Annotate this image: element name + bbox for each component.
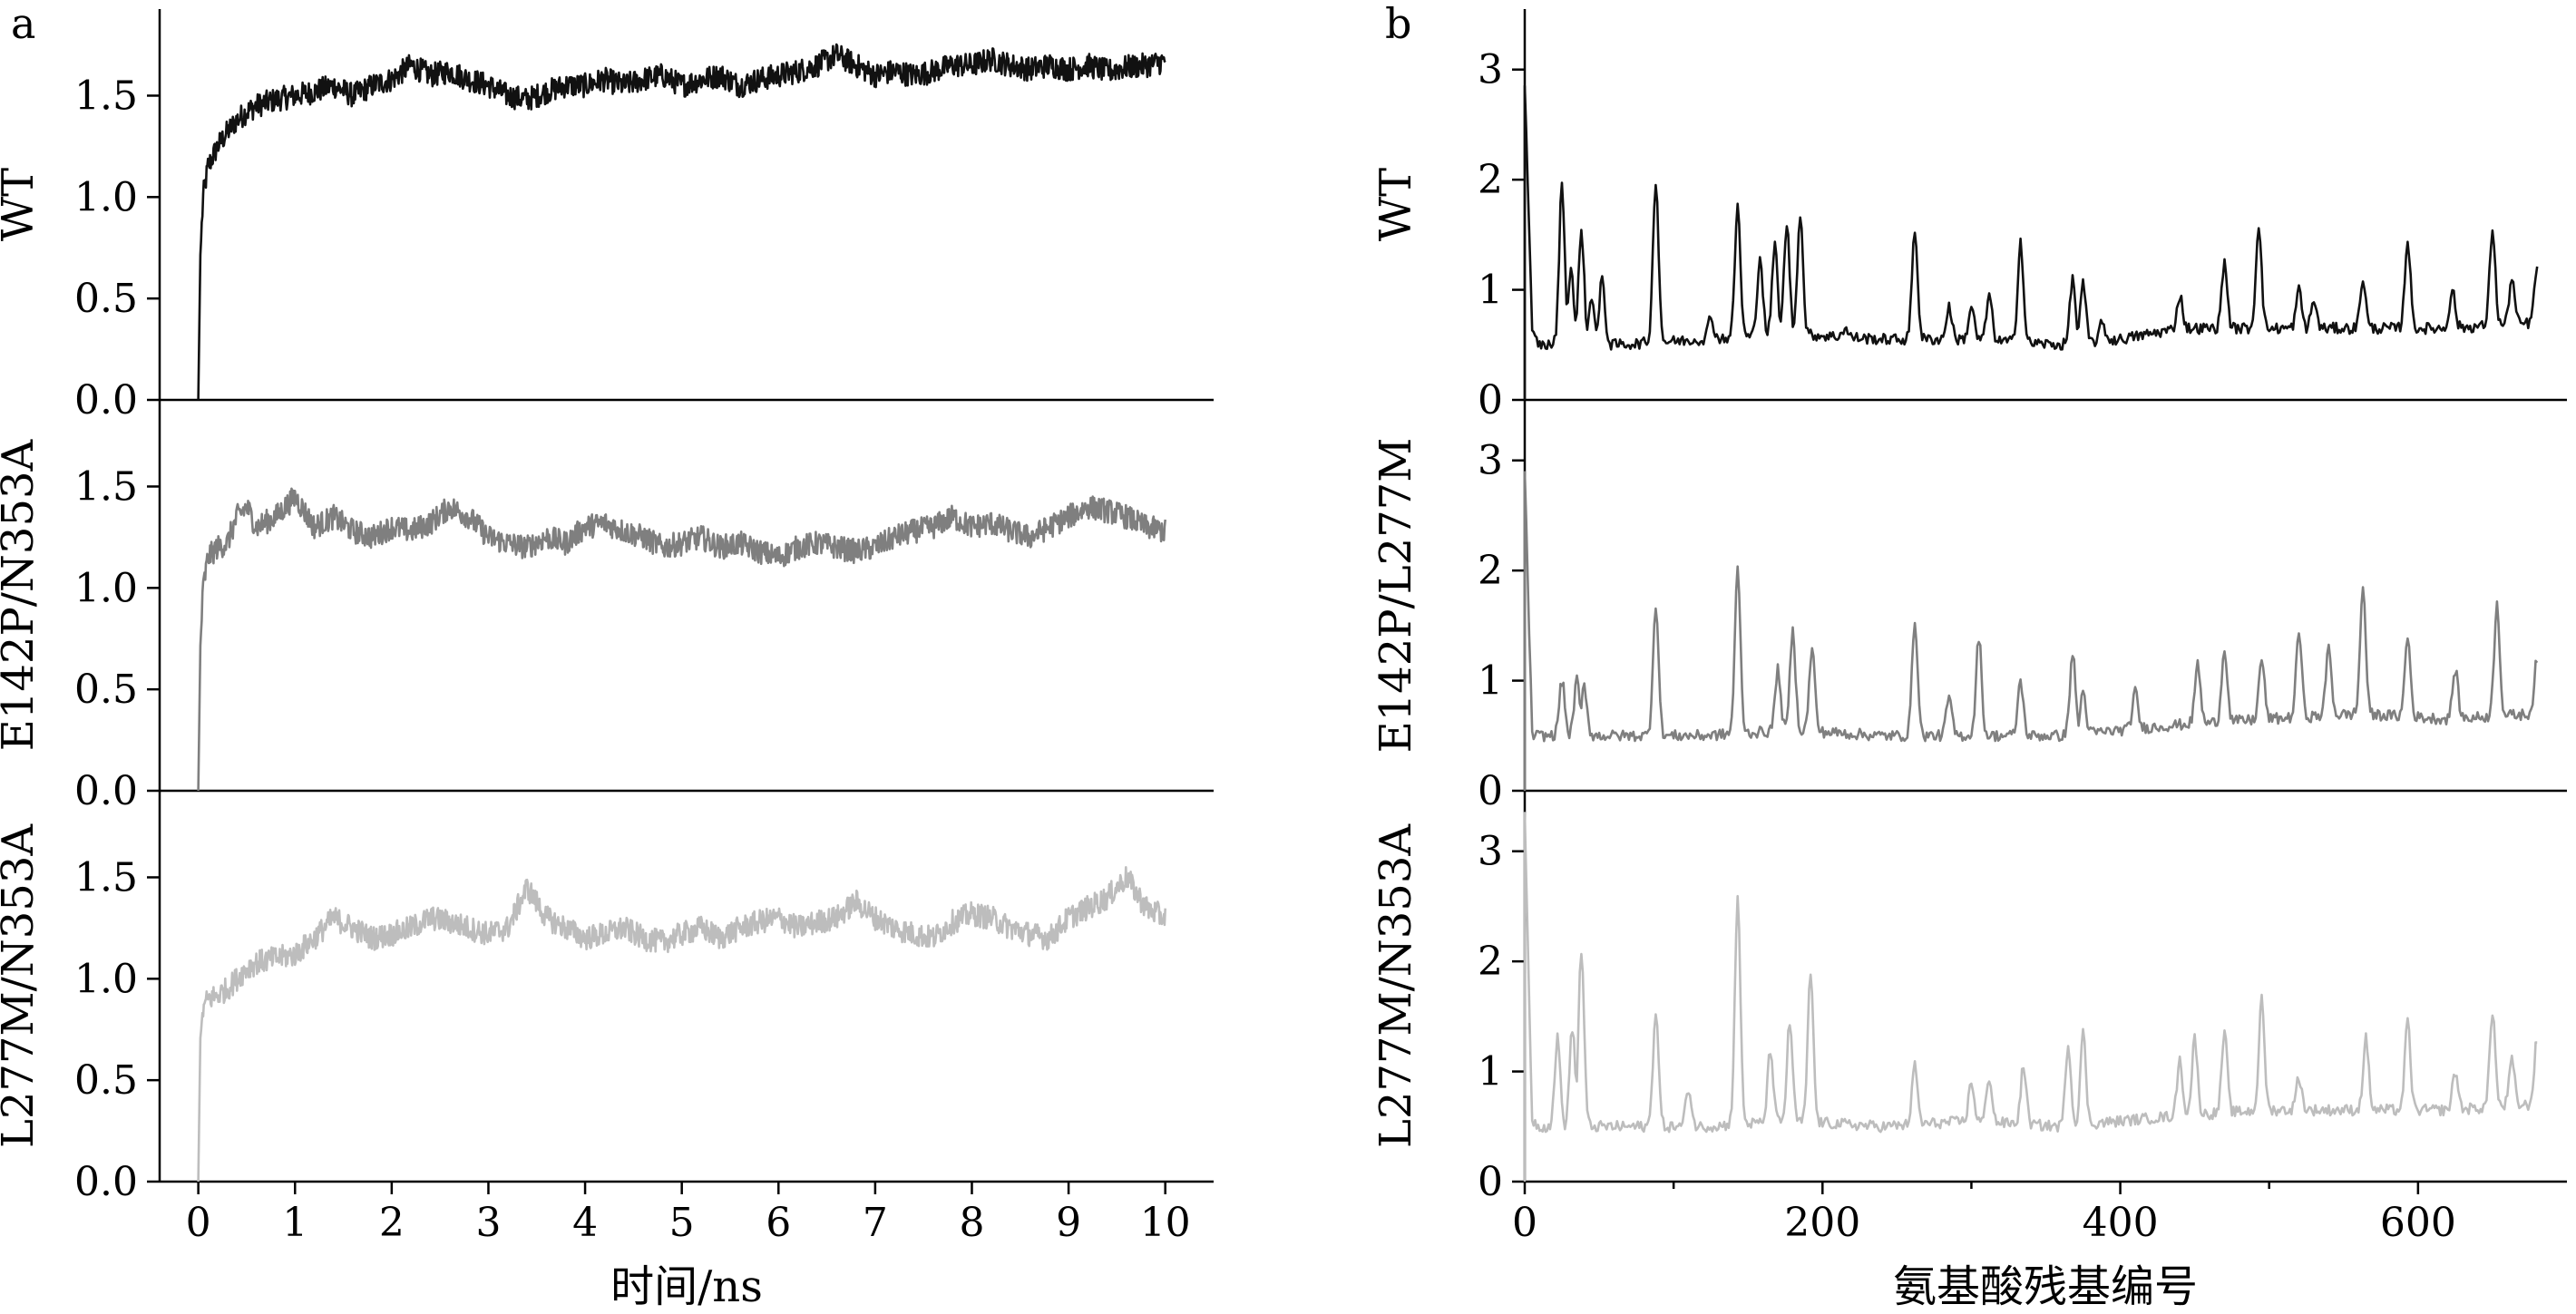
y-tick-label: 0 [1478, 377, 1503, 423]
series-line [1523, 84, 2539, 400]
y-tick-label: 0.0 [74, 1159, 138, 1205]
series-line [197, 43, 1166, 401]
y-tick-label: 1.0 [74, 956, 138, 1002]
series-line [1523, 471, 2539, 791]
x-tick-label: 7 [863, 1200, 888, 1246]
y-tick-label: 0.5 [74, 276, 138, 322]
y-tick-label: 1 [1478, 658, 1503, 705]
y-tick-label: 3 [1478, 829, 1503, 875]
panel-letter: a [11, 0, 35, 48]
x-tick-label: 3 [475, 1200, 501, 1246]
y-tick-label: 1.5 [74, 73, 138, 119]
y-tick-label: 2 [1478, 157, 1503, 203]
x-tick-label: 0 [1512, 1200, 1537, 1246]
y-tick-label: 1.5 [74, 463, 138, 510]
y-axis-title: WT [1371, 168, 1421, 241]
y-tick-label: 3 [1478, 438, 1503, 484]
x-tick-label: 6 [766, 1200, 791, 1246]
y-tick-label: 0.0 [74, 768, 138, 814]
y-axis-title: L277M/N353A [1371, 823, 1421, 1148]
y-tick-label: 2 [1478, 548, 1503, 594]
x-axis-title: 时间/ns [610, 1261, 763, 1312]
y-axis-title: WT [0, 168, 44, 241]
y-axis-title: E142P/L277M [1371, 438, 1421, 754]
x-tick-label: 400 [2083, 1200, 2159, 1246]
panel-2: 0.0 0.5 1.0 1.5 E142P/N353A [0, 400, 1214, 814]
panel-1: 0.0 0.5 1.0 1.5 WT [0, 9, 1214, 423]
y-axis-title: E142P/N353A [0, 438, 44, 751]
chart-b-rmsf: b 0 1 2 3 WT 0 1 2 3 E142P/L277M 0 1 2 3 L277M/N353A 0 20… [1371, 0, 2567, 1312]
y-tick-label: 0.0 [74, 377, 138, 423]
y-tick-label: 2 [1478, 939, 1503, 985]
series-line [197, 866, 1166, 1183]
y-tick-label: 0 [1478, 768, 1503, 814]
series-line [1523, 812, 2538, 1182]
y-axis-title: L277M/N353A [0, 823, 44, 1148]
y-tick-label: 1.0 [74, 565, 138, 611]
x-tick-label: 2 [379, 1200, 405, 1246]
y-tick-label: 0.5 [74, 667, 138, 713]
x-tick-label: 10 [1140, 1200, 1191, 1246]
panel-letter: b [1385, 0, 1411, 48]
panel-2: 0 1 2 3 E142P/L277M [1371, 400, 2567, 814]
y-tick-label: 0.5 [74, 1057, 138, 1104]
x-tick-label: 4 [572, 1200, 598, 1246]
chart-a-rmsd: a0.00.51.01.5WT0.00.51.01.5E142P/N353A0.… [0, 0, 1214, 1312]
panel-1: 0 1 2 3 WT [1371, 9, 2567, 423]
x-tick-label: 5 [669, 1200, 695, 1246]
y-tick-label: 0 [1478, 1159, 1503, 1205]
y-tick-label: 1.0 [74, 174, 138, 220]
y-tick-label: 1.5 [74, 854, 138, 900]
series-line [197, 487, 1166, 792]
x-tick-label: 600 [2380, 1200, 2456, 1246]
panel-3: 0.0 0.5 1.0 1.5 L277M/N353A [0, 791, 1214, 1205]
y-tick-label: 1 [1478, 1049, 1503, 1095]
x-tick-label: 8 [959, 1200, 984, 1246]
x-tick-label: 1 [282, 1200, 307, 1246]
y-tick-label: 3 [1478, 47, 1503, 93]
panel-3: 0 1 2 3 L277M/N353A [1371, 791, 2567, 1205]
x-tick-label: 200 [1784, 1200, 1860, 1246]
y-tick-label: 1 [1478, 268, 1503, 314]
x-axis-title: 氨基酸残基编号 [1893, 1261, 2198, 1312]
x-tick-label: 9 [1056, 1200, 1081, 1246]
x-tick-label: 0 [186, 1200, 211, 1246]
